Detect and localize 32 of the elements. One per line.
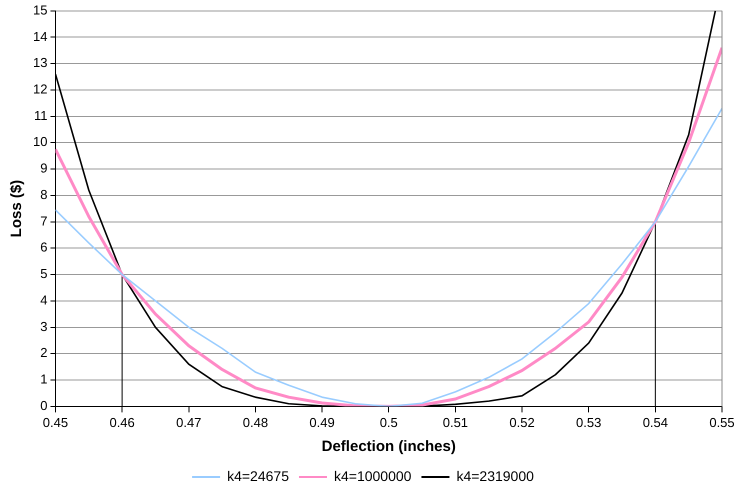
x-tick-label: 0.47 — [176, 414, 202, 430]
y-tick-label: 7 — [40, 213, 48, 228]
legend-label: k4=1000000 — [334, 468, 412, 484]
y-tick-label: 15 — [32, 2, 48, 18]
y-tick-label: 10 — [32, 134, 48, 150]
y-tick-label: 11 — [34, 108, 48, 123]
y-tick-label: 9 — [40, 160, 48, 176]
y-tick-label: 6 — [40, 240, 48, 255]
y-tick-label: 13 — [32, 55, 48, 70]
y-tick-label: 5 — [40, 266, 48, 282]
y-tick-label: 1 — [40, 372, 48, 387]
y-tick-label: 4 — [40, 292, 48, 308]
x-tick-label: 0.45 — [42, 414, 68, 430]
x-tick-label: 0.49 — [309, 414, 335, 430]
y-axis-title: Loss ($) — [8, 180, 26, 238]
legend-label: k4=24675 — [227, 468, 290, 484]
x-tick-label: 0.46 — [109, 414, 135, 430]
y-tick-label: 2 — [40, 345, 48, 360]
y-tick-label: 3 — [40, 318, 48, 334]
y-tick-label: 12 — [32, 82, 48, 96]
y-tick-label: 14 — [32, 28, 48, 44]
x-tick-label: 0.54 — [642, 414, 668, 430]
x-tick-label: 0.52 — [509, 414, 535, 430]
x-tick-label: 0.5 — [380, 414, 398, 430]
legend-label: k4=2319000 — [456, 468, 534, 484]
x-axis-title: Deflection (inches) — [322, 438, 456, 456]
x-tick-label: 0.53 — [576, 414, 602, 430]
x-tick-label: 0.48 — [242, 414, 268, 430]
y-tick-label: 0 — [40, 398, 48, 413]
y-tick-label: 8 — [40, 186, 48, 202]
x-tick-label: 0.51 — [442, 414, 468, 430]
x-tick-label: 0.55 — [709, 414, 735, 430]
